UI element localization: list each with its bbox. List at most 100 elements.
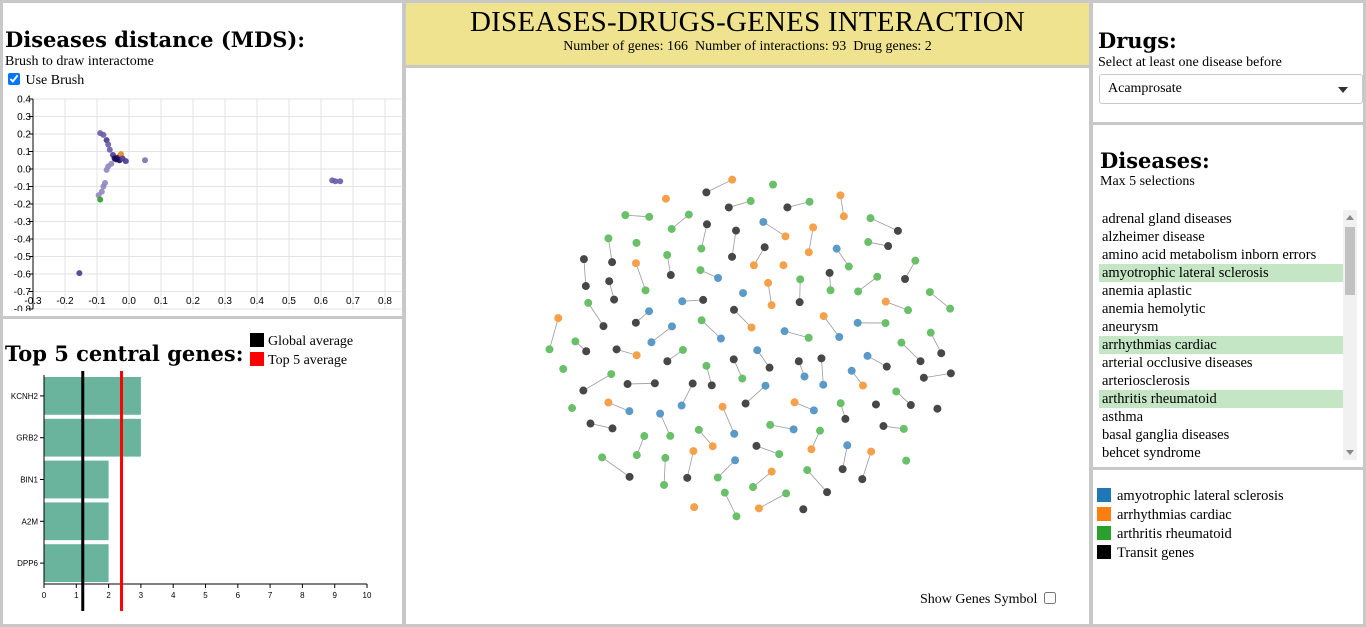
x-tick-label: 0.1 xyxy=(154,296,168,307)
gene-network-graph[interactable] xyxy=(406,68,1089,588)
disease-option[interactable]: aneurysm xyxy=(1102,319,1159,335)
network-node xyxy=(867,447,876,456)
disease-option[interactable]: anemia aplastic xyxy=(1102,283,1192,299)
drugs-panel: Drugs: Select at least one disease befor… xyxy=(1090,0,1366,125)
disease-option[interactable]: behcet syndrome xyxy=(1102,445,1201,460)
disease-listbox[interactable]: adrenal gland diseases alzheimer disease a… xyxy=(1099,210,1355,460)
mds-scatter-chart[interactable]: -0.3 -0.2 -0.1 0.0 0.1 0.2 0.3 0.4 0.5 0.6 0.7 0.8 0… xyxy=(3,91,405,311)
network-edge xyxy=(823,315,840,338)
disease-option[interactable]: alzheimer disease xyxy=(1102,229,1205,245)
x-tick-label: 2 xyxy=(106,591,111,600)
network-node xyxy=(817,354,826,363)
network-node xyxy=(775,450,784,459)
legend-swatch xyxy=(1097,488,1111,502)
network-node xyxy=(584,298,593,307)
y-tick-label: -0.4 xyxy=(14,235,32,246)
legend-item: arthritis rheumatoid xyxy=(1097,525,1232,543)
use-brush-checkbox[interactable] xyxy=(8,73,20,85)
network-node xyxy=(832,244,841,253)
network-edge xyxy=(700,224,708,249)
network-edge xyxy=(583,259,587,287)
legend-item: amyotrophic lateral sclerosis xyxy=(1097,487,1284,505)
drugs-subtitle: Select at least one disease before xyxy=(1098,55,1282,70)
network-node xyxy=(663,250,672,259)
x-tick-label: 9 xyxy=(332,591,337,600)
use-brush-toggle[interactable]: Use Brush xyxy=(6,73,84,89)
network-node xyxy=(843,441,852,450)
x-tick-label: 1 xyxy=(74,591,79,600)
network-node xyxy=(612,345,621,354)
disease-option[interactable]: amino acid metabolism inborn errors xyxy=(1102,247,1317,263)
network-node xyxy=(946,304,955,313)
x-tick-label: 7 xyxy=(268,591,273,600)
network-node xyxy=(805,197,814,206)
disease-option[interactable]: amyotrophic lateral sclerosis xyxy=(1099,264,1355,282)
scroll-down-icon[interactable] xyxy=(1346,450,1354,455)
network-node xyxy=(879,422,888,431)
disease-option[interactable]: basal ganglia diseases xyxy=(1102,427,1230,443)
network-node xyxy=(796,275,805,284)
legend-top5-label: Top 5 average xyxy=(268,353,348,368)
diseases-panel: Diseases: Max 5 selections adrenal gland… xyxy=(1090,122,1366,470)
network-node xyxy=(897,338,906,347)
network-node xyxy=(661,453,670,462)
network-node xyxy=(604,234,613,243)
network-node xyxy=(854,287,863,296)
network-edge xyxy=(842,445,848,470)
network-node xyxy=(799,505,808,514)
network-node xyxy=(899,424,908,433)
show-symbols-checkbox[interactable] xyxy=(1043,592,1056,604)
y-tick-label: -0.8 xyxy=(14,305,32,312)
scroll-thumb[interactable] xyxy=(1345,227,1355,295)
x-tick-label: 0.6 xyxy=(314,296,328,307)
show-symbols-toggle[interactable]: Show Genes Symbol xyxy=(920,592,1056,608)
disease-option[interactable]: arteriosclerosis xyxy=(1102,373,1190,389)
disease-option[interactable]: asthma xyxy=(1102,409,1144,425)
network-node xyxy=(621,211,630,220)
network-node xyxy=(702,361,711,370)
chevron-down-icon xyxy=(1338,87,1348,93)
network-node xyxy=(690,503,699,512)
network-node xyxy=(847,366,856,375)
y-tick-label: -0.6 xyxy=(14,270,32,281)
disease-list-scrollbar[interactable] xyxy=(1343,210,1357,460)
network-edge xyxy=(722,406,735,434)
app-header: DISEASES-DRUGS-GENES INTERACTION Number … xyxy=(403,0,1092,68)
network-node xyxy=(694,425,703,434)
network-node xyxy=(901,274,910,283)
drug-select[interactable]: Acamprosate xyxy=(1099,74,1363,104)
network-node xyxy=(815,426,824,435)
disease-option[interactable]: arrhythmias cardiac xyxy=(1099,336,1355,354)
legend-global-label: Global average xyxy=(268,334,354,349)
scroll-up-icon[interactable] xyxy=(1346,215,1354,220)
network-node xyxy=(641,286,650,295)
network-node xyxy=(904,306,913,315)
network-node xyxy=(718,402,727,411)
network-edge xyxy=(601,457,630,478)
gene-bar xyxy=(44,418,141,457)
network-node xyxy=(765,363,774,372)
x-tick-label: 0.7 xyxy=(346,296,360,307)
network-node xyxy=(825,268,834,277)
legend-label: Transit genes xyxy=(1117,545,1195,561)
network-node xyxy=(545,345,554,354)
mds-point xyxy=(142,157,148,164)
network-node xyxy=(720,488,729,497)
y-tick-label: -0.2 xyxy=(14,200,32,211)
network-node xyxy=(823,488,832,497)
mds-point xyxy=(100,131,107,138)
network-edge xyxy=(731,230,737,257)
mds-panel: Diseases distance (MDS): Brush to draw i… xyxy=(0,0,405,319)
network-node xyxy=(640,432,649,441)
network-node xyxy=(838,465,847,474)
disease-option[interactable]: arterial occlusive diseases xyxy=(1102,355,1253,371)
disease-option[interactable]: adrenal gland diseases xyxy=(1102,211,1232,227)
network-node xyxy=(738,374,747,383)
disease-option[interactable]: arthritis rheumatoid xyxy=(1099,390,1355,408)
disease-option[interactable]: anemia hemolytic xyxy=(1102,301,1206,317)
network-edge xyxy=(724,492,737,517)
network-panel: Show Genes Symbol xyxy=(403,65,1092,627)
network-node xyxy=(789,425,798,434)
x-tick-label: 0.2 xyxy=(186,296,200,307)
network-node xyxy=(892,387,901,396)
